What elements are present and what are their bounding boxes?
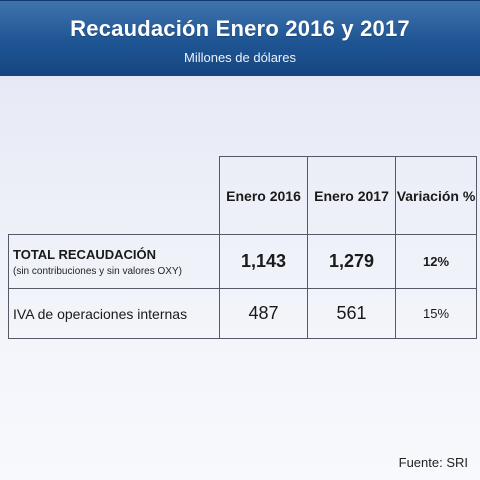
table-row: TOTAL RECAUDACIÓN (sin contribuciones y … [8,234,477,289]
cell-total-variacion: 12% [395,234,477,289]
source-note: Fuente: SRI [398,455,468,470]
cell-iva-2016: 487 [219,288,308,339]
cell-total-2017: 1,279 [307,234,396,289]
page-subtitle: Millones de dólares [183,50,296,65]
cell-iva-variacion: 15% [395,288,477,339]
page-title: Recaudación Enero 2016 y 2017 [70,16,410,41]
row-subtitle: (sin contribuciones y sin valores OXY) [13,265,182,277]
row-label-iva: IVA de operaciones internas [8,288,220,339]
row-label-total-recaudacion: TOTAL RECAUDACIÓN (sin contribuciones y … [8,234,220,289]
row-title: TOTAL RECAUDACIÓN [13,246,156,262]
revenue-table: Enero 2016 Enero 2017 Variación % TOTAL … [8,156,477,339]
empty-corner-cell [8,156,220,235]
table-row: IVA de operaciones internas 487 561 15% [8,288,477,339]
cell-total-2016: 1,143 [219,234,308,289]
column-header-enero-2016: Enero 2016 [219,156,308,235]
title-banner: Recaudación Enero 2016 y 2017 Millones d… [0,0,480,76]
cell-iva-2017: 561 [307,288,396,339]
column-header-variacion: Variación % [395,156,477,235]
table-header-row: Enero 2016 Enero 2017 Variación % [8,156,477,235]
column-header-enero-2017: Enero 2017 [307,156,396,235]
